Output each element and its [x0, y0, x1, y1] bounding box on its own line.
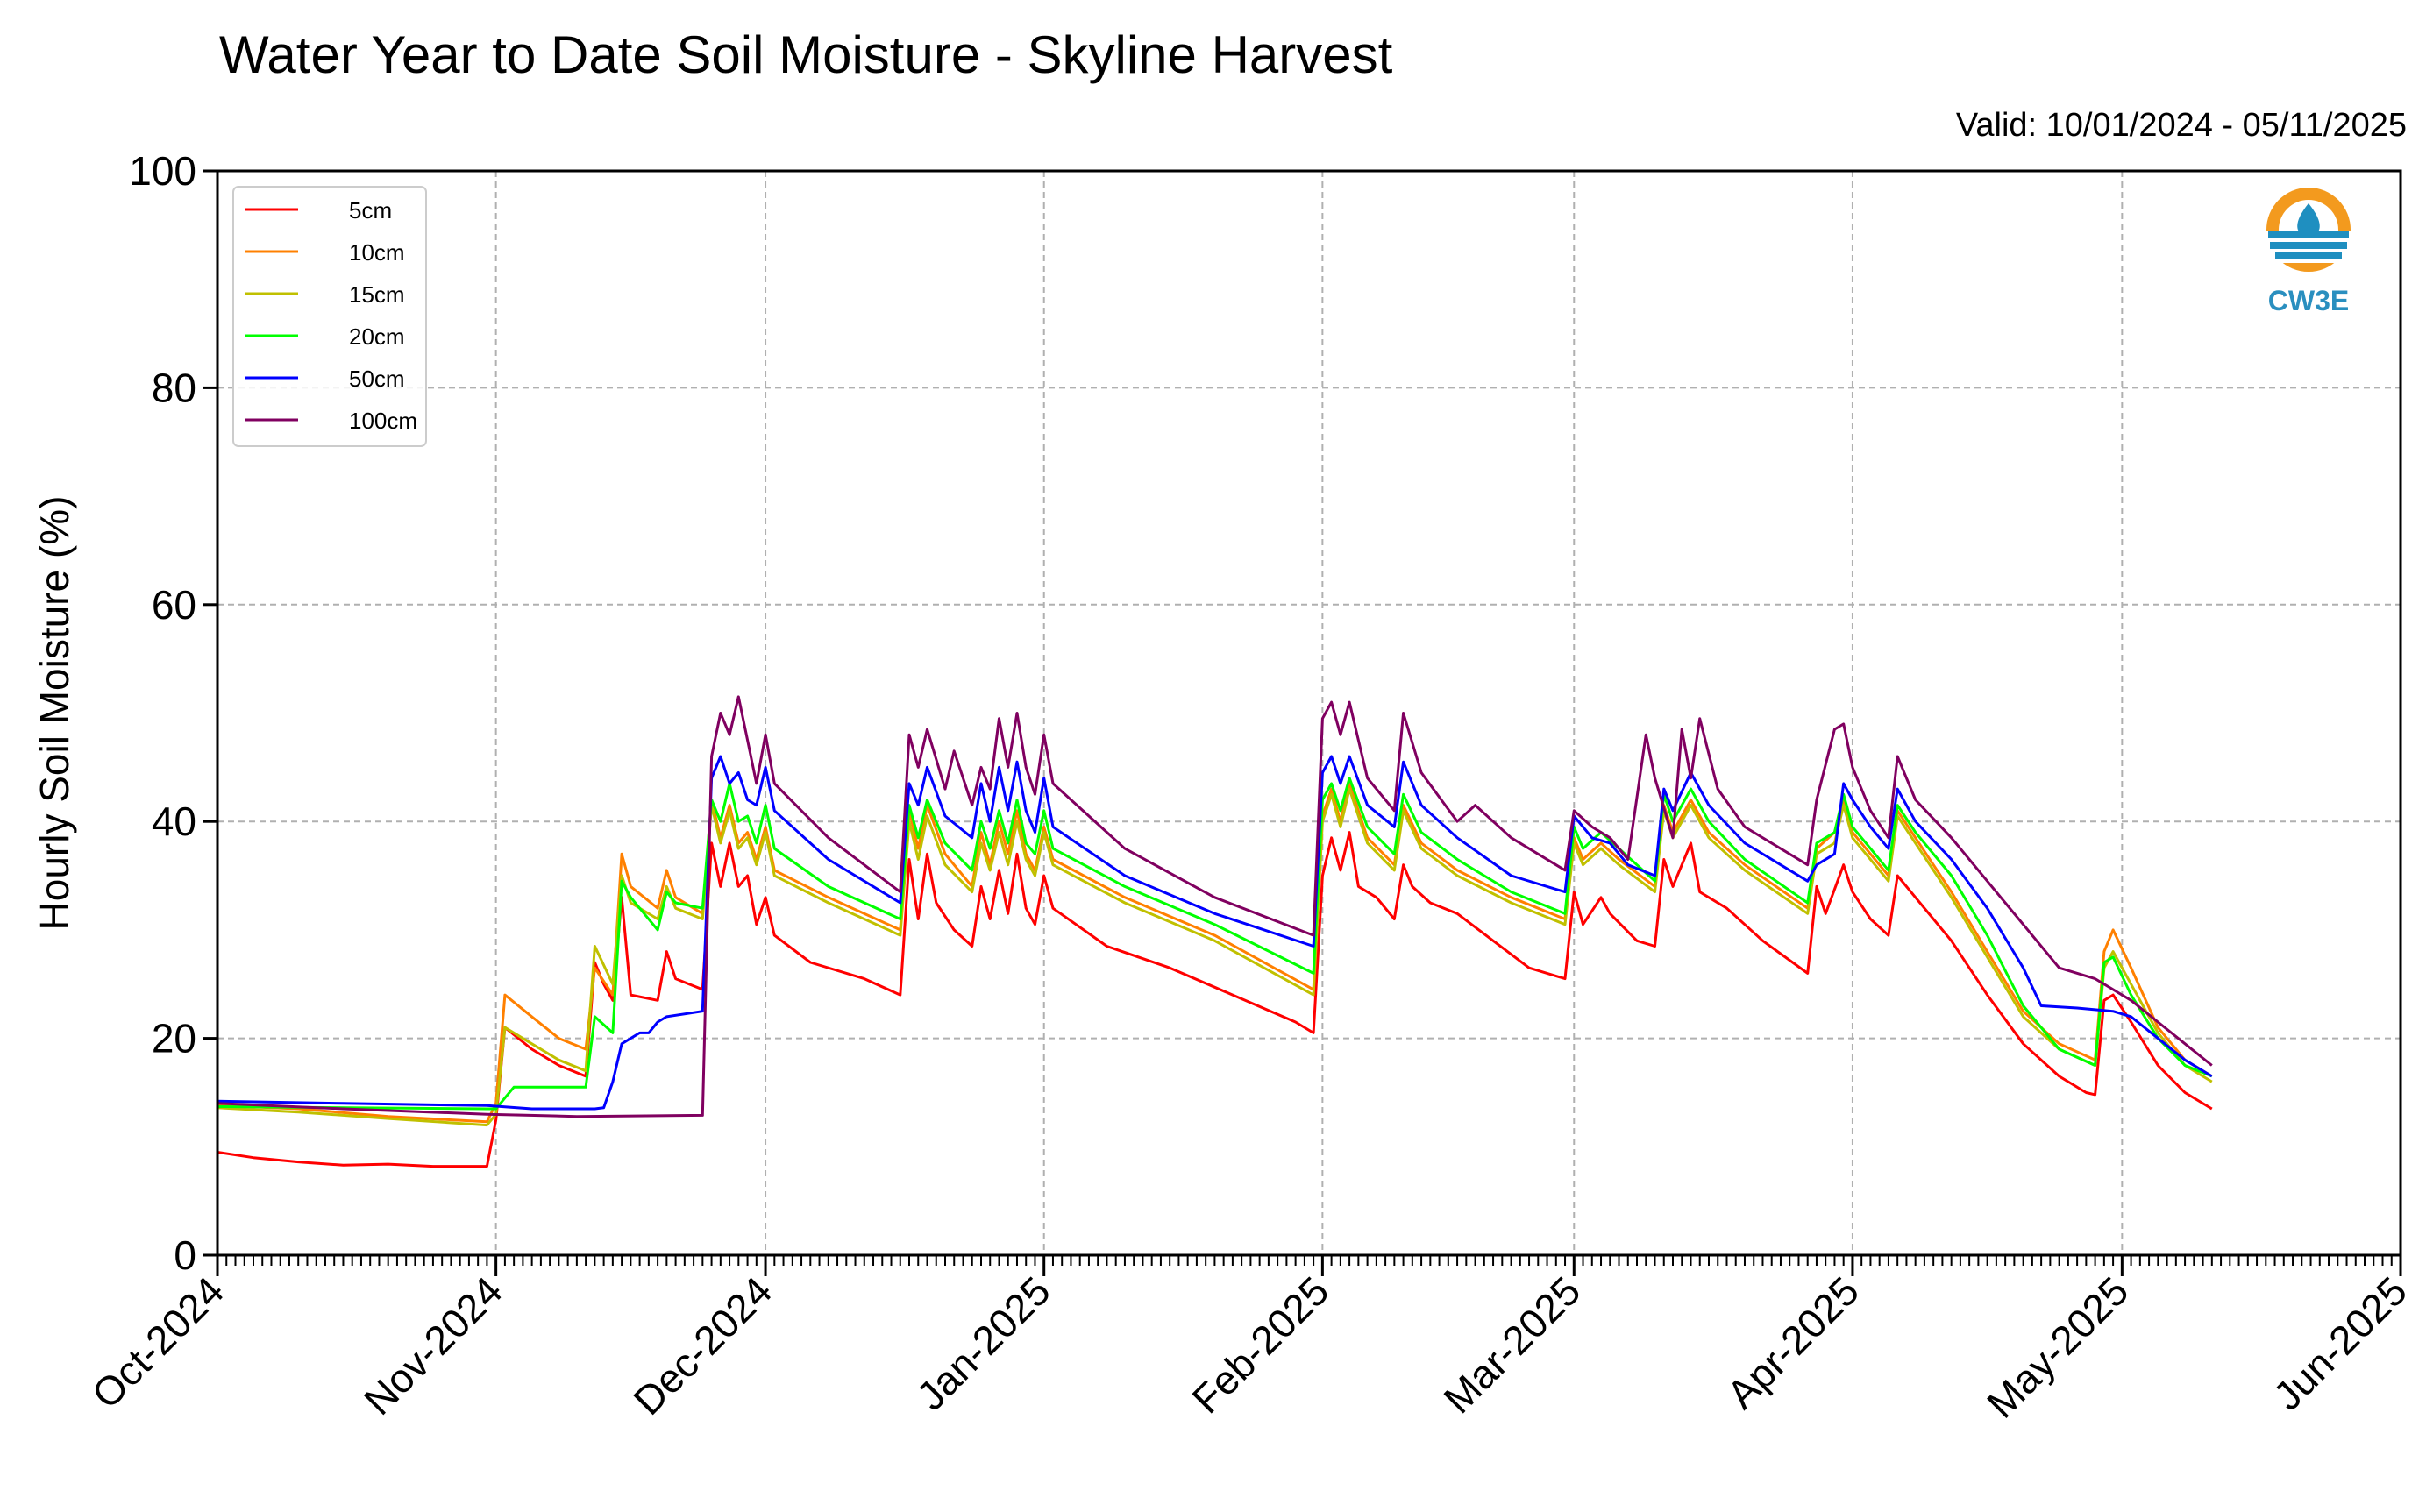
y-tick-label: 0	[174, 1232, 196, 1278]
x-tick-label: May-2025	[1978, 1267, 2137, 1426]
grid-lines	[217, 170, 2401, 1256]
logo-text: CW3E	[2268, 285, 2349, 316]
x-tick-label: Feb-2025	[1183, 1267, 1337, 1422]
y-axis-label: Hourly Soil Moisture (%)	[32, 496, 77, 931]
x-tick-label: Oct-2024	[83, 1267, 233, 1417]
series-line-100cm	[217, 695, 2213, 1118]
legend-label-50cm: 50cm	[349, 366, 405, 392]
y-tick-label: 20	[152, 1016, 196, 1061]
legend: 5cm 10cm 15cm 20cm 50cm 100cm	[232, 186, 427, 447]
x-tick-label: Jan-2025	[907, 1267, 1058, 1418]
series-lines	[217, 695, 2213, 1168]
legend-label-5cm: 5cm	[349, 197, 392, 224]
series-line-15cm	[217, 787, 2213, 1127]
legend-label-20cm: 20cm	[349, 323, 405, 350]
chart-title: Water Year to Date Soil Moisture - Skyli…	[219, 25, 1393, 84]
legend-label-10cm: 10cm	[349, 239, 405, 266]
x-tick-label: Jun-2025	[2265, 1267, 2415, 1418]
y-tick-label: 80	[152, 365, 196, 410]
series-line-20cm	[217, 777, 2213, 1111]
plot-frame	[216, 169, 2402, 1257]
logo-drop-icon	[2297, 203, 2320, 237]
legend-label-100cm: 100cm	[349, 408, 417, 434]
y-tick-label: 60	[152, 582, 196, 628]
series-line-5cm	[217, 831, 2213, 1168]
y-tick-label: 40	[152, 799, 196, 844]
logo-waves-icon	[2268, 231, 2349, 259]
legend-label-15cm: 15cm	[349, 281, 405, 308]
cw3e-logo: CW3E	[2265, 188, 2352, 316]
y-tick-label: 100	[129, 148, 196, 194]
x-tick-label: Apr-2025	[1718, 1267, 1868, 1417]
x-tick-label: Nov-2024	[355, 1267, 511, 1423]
series-line-50cm	[217, 755, 2213, 1111]
x-tick-label: Dec-2024	[624, 1267, 780, 1423]
series-line-10cm	[217, 782, 2213, 1124]
valid-date-range: Valid: 10/01/2024 - 05/11/2025	[1955, 107, 2407, 144]
x-tick-label: Mar-2025	[1434, 1267, 1589, 1422]
